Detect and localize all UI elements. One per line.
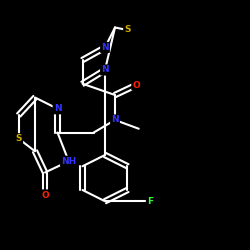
Text: N: N [101, 66, 109, 74]
Text: O: O [132, 80, 140, 90]
Text: O: O [41, 190, 49, 200]
Text: N: N [111, 116, 119, 124]
Text: S: S [16, 134, 22, 143]
Text: N: N [54, 104, 61, 113]
Text: F: F [147, 197, 153, 206]
Text: NH: NH [61, 157, 76, 166]
Text: N: N [101, 43, 109, 52]
Text: S: S [124, 26, 131, 35]
